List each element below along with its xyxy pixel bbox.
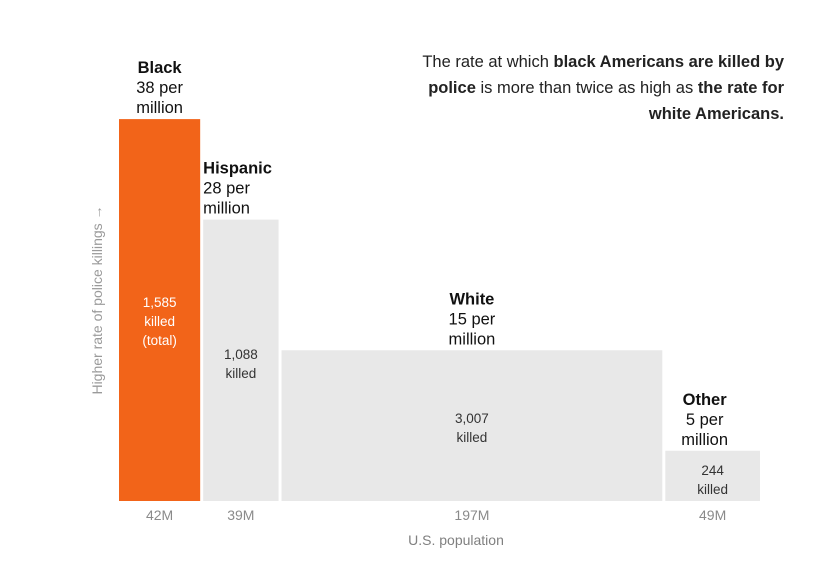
rate-label-white: 15 per [449, 310, 496, 328]
rate-unit-label-white: million [449, 330, 496, 348]
killed-count-other: 244 [701, 463, 724, 478]
killed-count-hispanic: 1,088 [224, 347, 258, 362]
killed-count-black: 1,585 [143, 295, 177, 310]
bar-other [665, 450, 760, 501]
killed-caption-hispanic: killed [225, 366, 256, 381]
category-label-other: Other [683, 391, 728, 409]
rate-label-hispanic: 28 per [203, 180, 250, 198]
chart-annotation: The rate at which black Americans are ki… [404, 49, 784, 127]
annotation-text-1: The rate at which [422, 53, 554, 71]
annotation-bold-1: black Americans are killed by police [428, 53, 784, 97]
rate-unit-label-black: million [136, 99, 183, 117]
x-axis-label: U.S. population [408, 532, 504, 548]
bar-white [281, 350, 663, 501]
killed-caption-other: killed [697, 482, 728, 497]
population-label-black: 42M [146, 507, 173, 523]
annotation-text-2: is more than twice as high as [475, 79, 698, 97]
population-label-other: 49M [699, 507, 726, 523]
bar-black [119, 119, 201, 501]
annotation-bold-2: the rate for white Americans. [648, 79, 784, 123]
killed-total-note: (total) [142, 333, 177, 348]
rate-unit-label-hispanic: million [203, 200, 250, 218]
rate-label-other: 5 per [686, 411, 724, 429]
killed-count-white: 3,007 [455, 411, 489, 426]
category-label-hispanic: Hispanic [203, 160, 272, 178]
killed-caption-white: killed [457, 430, 488, 445]
population-label-white: 197M [454, 507, 489, 523]
bar-hispanic [203, 219, 279, 501]
population-label-hispanic: 39M [227, 507, 254, 523]
rate-label-black: 38 per [136, 79, 183, 97]
y-axis-label: Higher rate of police killings → [89, 205, 105, 395]
category-label-black: Black [138, 59, 183, 77]
category-label-white: White [449, 290, 494, 308]
killed-caption-black: killed [144, 314, 175, 329]
rate-unit-label-other: million [681, 431, 728, 449]
